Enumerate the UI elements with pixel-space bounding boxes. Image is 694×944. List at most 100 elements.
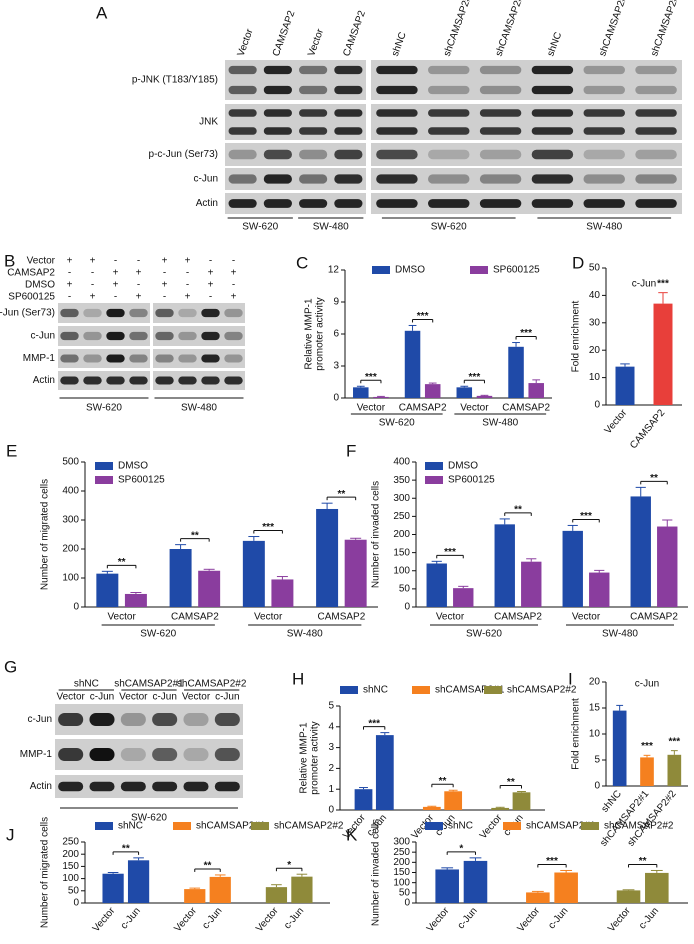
blot-band	[263, 174, 292, 184]
treatment-sign: +	[67, 256, 73, 267]
treatment-sign: +	[208, 268, 214, 279]
blot-band	[83, 376, 102, 385]
legend-label: shNC	[448, 821, 473, 832]
treatment-sign: -	[232, 256, 235, 267]
y-tick-label: 30	[589, 317, 601, 328]
blot-band	[479, 85, 522, 95]
legend-label: SP600125	[448, 475, 495, 486]
y-tick-label: 0	[594, 781, 600, 792]
blot-band	[531, 199, 574, 208]
y-tick-label: 150	[62, 861, 79, 872]
row-label: MMP-1	[20, 749, 53, 760]
y-tick-label: 0	[404, 898, 410, 909]
x-tick-label: shCAMSAP2#1	[598, 788, 651, 849]
bar	[615, 366, 635, 405]
blot-band	[263, 127, 292, 135]
y-axis-label: Number of invaded cells	[371, 481, 382, 588]
significance-label: **	[191, 530, 199, 541]
lane-label: shCAMSAP2#1	[597, 0, 631, 58]
significance-label: **	[514, 505, 522, 516]
significance-label: ***	[368, 718, 380, 729]
lane-label: c-Jun	[90, 692, 114, 703]
y-axis-label: promoter activity	[315, 297, 326, 370]
significance-label: ***	[641, 741, 653, 752]
bar	[291, 876, 313, 903]
blot-background	[55, 704, 243, 735]
y-axis-label: Number of invaded cells	[371, 819, 382, 926]
blot-band	[334, 199, 363, 208]
blot-band	[299, 127, 328, 135]
y-tick-label: 20	[589, 677, 601, 688]
blot-band	[635, 85, 677, 95]
y-tick-label: 350	[393, 475, 410, 486]
bar	[344, 539, 367, 607]
blot-band	[428, 174, 470, 184]
blot-band	[120, 748, 146, 761]
blot-band	[428, 199, 470, 208]
blot-band	[479, 149, 522, 160]
significance-label: ***	[520, 328, 532, 339]
y-tick-label: 500	[62, 457, 79, 468]
bar	[198, 570, 221, 607]
legend-label: shNC	[118, 821, 143, 832]
lane-label: Vector	[236, 27, 256, 58]
treatment-sign: -	[163, 292, 166, 303]
blot-band	[583, 174, 625, 184]
bar	[491, 807, 510, 810]
blot-band	[428, 85, 470, 95]
panel-letter: K	[346, 825, 358, 844]
y-tick-label: 4	[328, 721, 334, 732]
bar	[456, 387, 473, 398]
treatment-label: SP600125	[8, 292, 55, 303]
y-tick-label: 250	[62, 837, 79, 848]
blot-band	[214, 713, 240, 726]
legend-swatch	[581, 822, 599, 830]
treatment-sign: -	[137, 280, 140, 291]
blot-band	[129, 308, 148, 318]
y-tick-label: 100	[62, 573, 79, 584]
x-tick-label: CAMSAP2	[399, 403, 447, 414]
y-axis-label: promoter activity	[310, 721, 321, 794]
group-label: SW-480	[313, 222, 349, 233]
legend-swatch	[470, 266, 488, 274]
y-tick-label: 2	[328, 763, 334, 774]
bar	[453, 588, 474, 607]
y-tick-label: 300	[393, 837, 410, 848]
lane-label: shCAMSAP2#2	[494, 0, 528, 58]
blot-background	[225, 193, 366, 214]
blot-band	[299, 174, 328, 184]
row-label: JNK	[199, 117, 218, 128]
blot-background	[153, 303, 245, 323]
panel-letter: I	[568, 669, 573, 688]
blot-band	[479, 199, 522, 208]
treatment-sign: +	[90, 292, 96, 303]
blot-band	[334, 65, 363, 75]
blot-band	[635, 109, 677, 117]
legend-label: DMSO	[395, 265, 425, 276]
y-tick-label: 0	[73, 898, 79, 909]
significance-label: ***	[580, 511, 592, 522]
treatment-sign: -	[186, 280, 189, 291]
blot-band	[479, 109, 522, 117]
blot-band	[635, 174, 677, 184]
group-label: SW-480	[287, 629, 323, 640]
lane-group-label: shCAMSAP2#1	[114, 679, 184, 690]
blot-band	[334, 85, 363, 95]
blot-band	[214, 781, 240, 792]
y-axis-label: Relative MMP-1	[299, 722, 310, 794]
y-tick-label: 0	[333, 393, 339, 404]
blot-band	[531, 174, 574, 184]
blot-band	[83, 331, 102, 341]
group-label: SW-620	[131, 813, 167, 824]
blot-background	[58, 326, 150, 346]
lane-group-label: shCAMSAP2#2	[177, 679, 247, 690]
blot-band	[201, 331, 220, 341]
blot-band	[635, 65, 677, 75]
group-label: SW-620	[431, 222, 467, 233]
blot-band	[224, 331, 243, 341]
blot-background	[371, 193, 682, 214]
blot-band	[334, 149, 363, 160]
blot-band	[58, 748, 84, 761]
y-tick-label: 100	[393, 565, 410, 576]
bar	[589, 572, 610, 607]
